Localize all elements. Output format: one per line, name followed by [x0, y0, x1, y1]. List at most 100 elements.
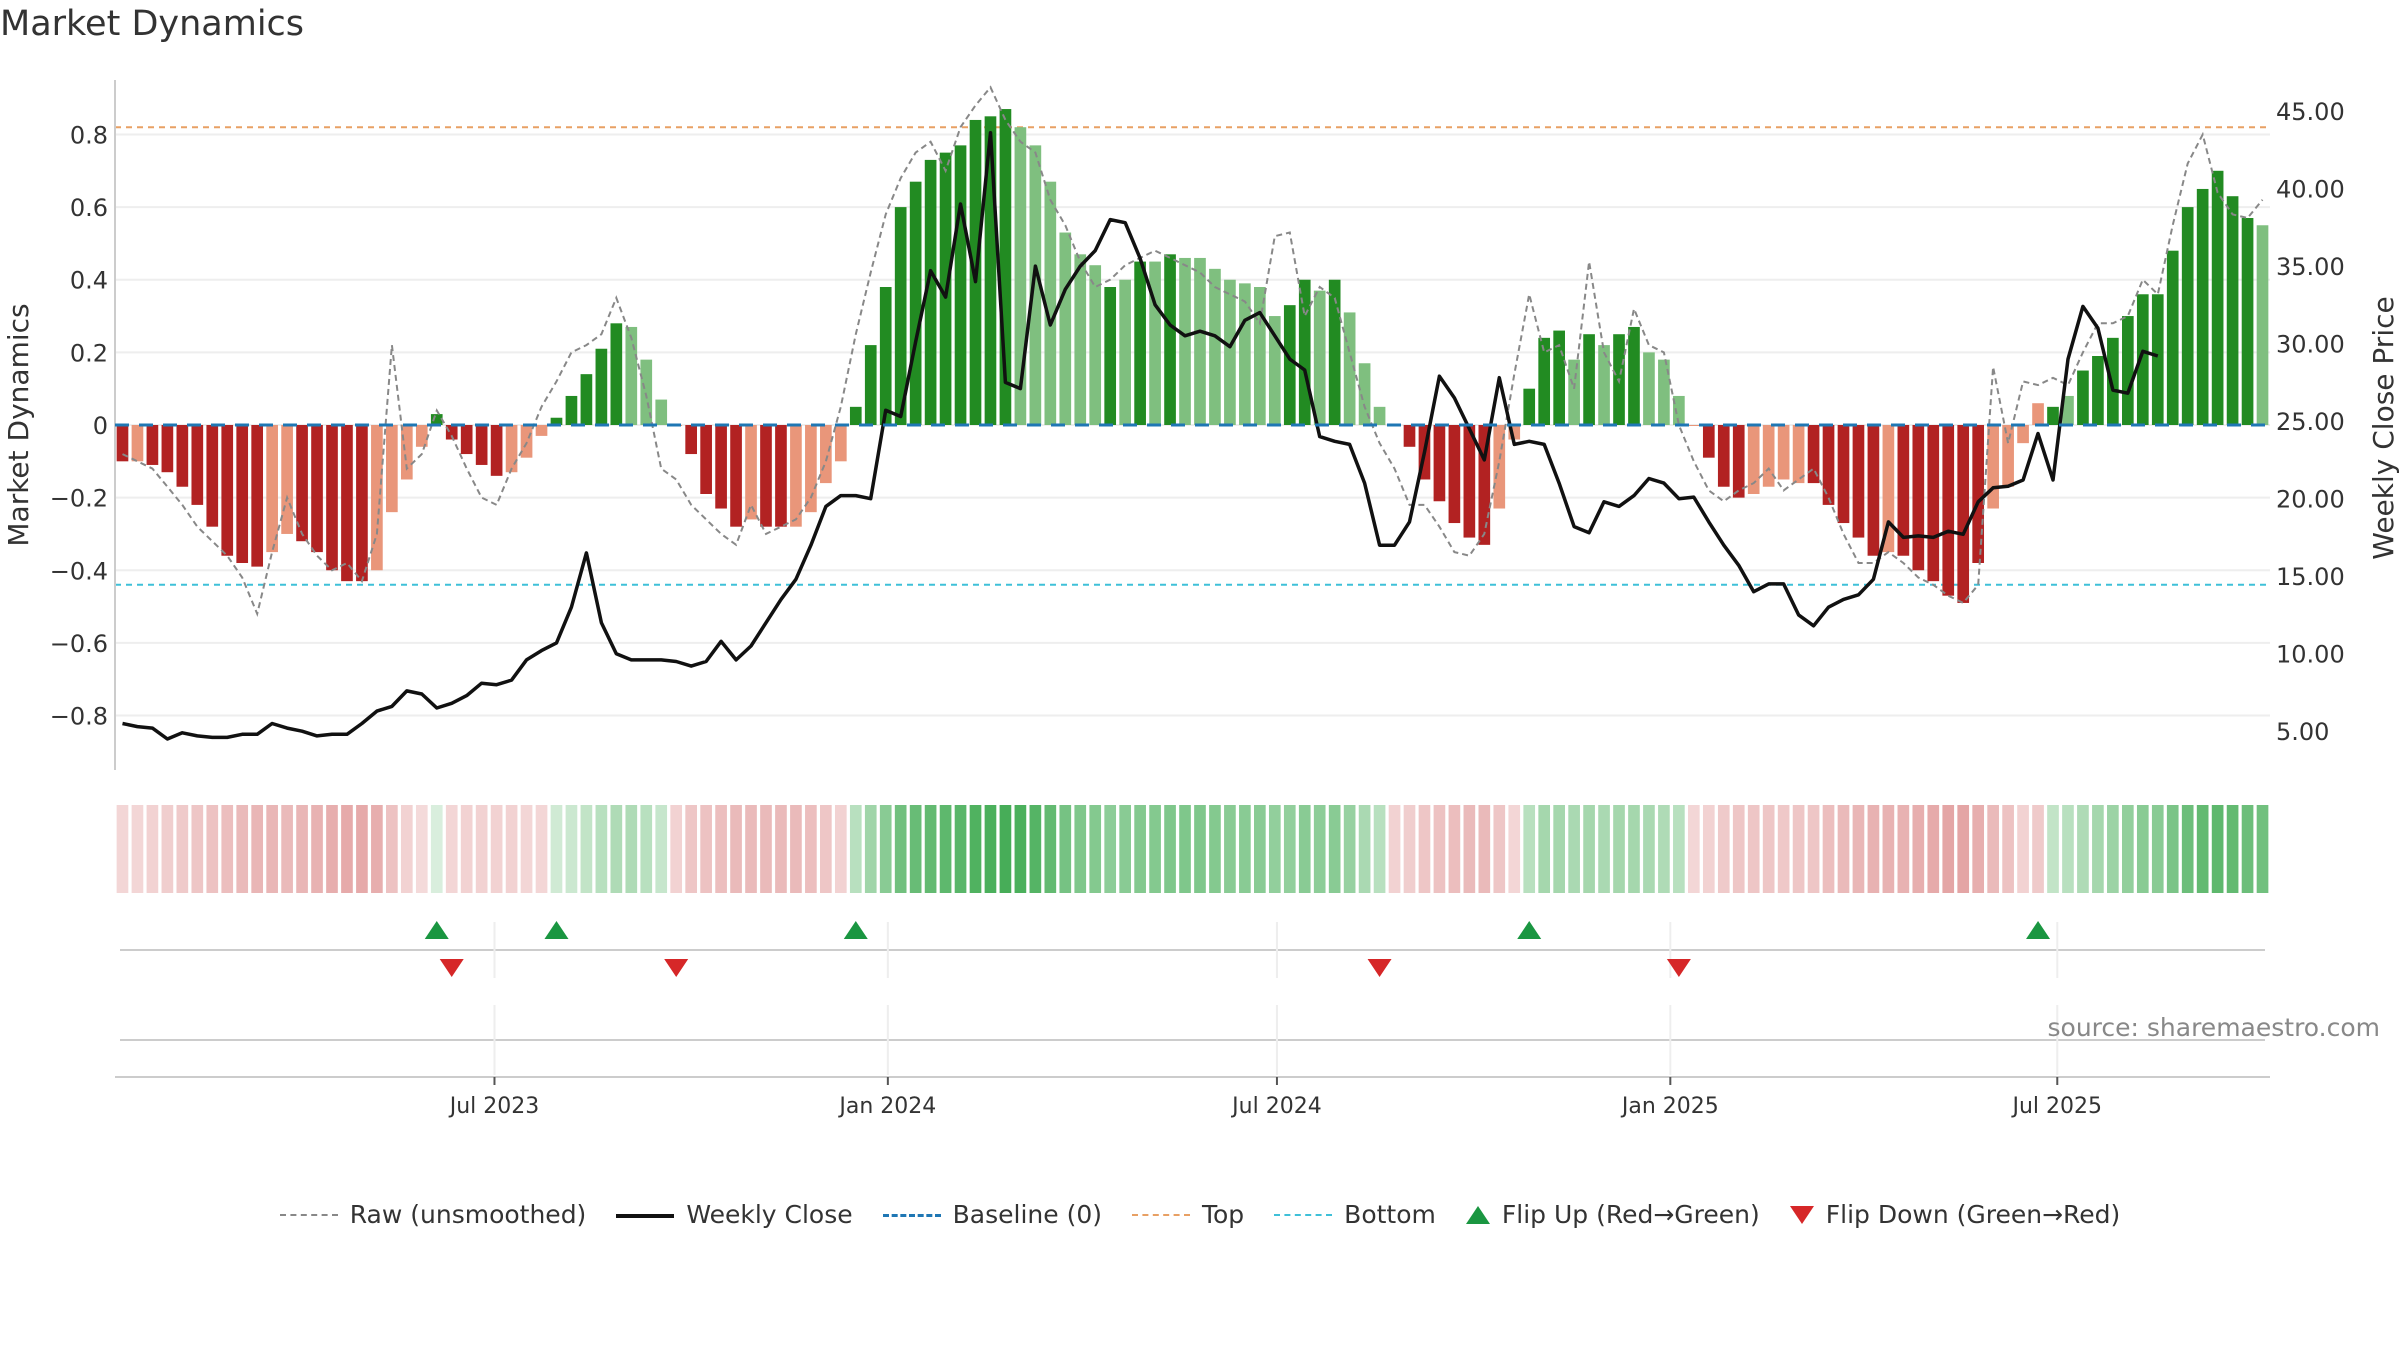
dynamics-bar [2241, 218, 2254, 425]
dynamics-bar [894, 207, 907, 425]
strip-cell [1298, 805, 1311, 893]
dynamics-bar [1313, 290, 1326, 425]
strip-cell [1732, 805, 1745, 893]
strip-cell [1792, 805, 1805, 893]
dynamics-bar [1777, 425, 1790, 480]
strip-cell [909, 805, 922, 893]
strip-cell [1673, 805, 1685, 893]
dynamics-bar [1328, 279, 1341, 425]
strip-cell [415, 805, 428, 893]
dynamics-bar [640, 359, 653, 425]
dynamics-bar [1688, 425, 1700, 426]
dynamics-bar [2002, 425, 2014, 487]
strip-cell [924, 805, 937, 893]
dynamics-bar [1717, 425, 1730, 487]
strip-cell [131, 805, 144, 893]
dynamics-bar [1119, 279, 1131, 425]
legend-label-flip-down: Flip Down (Green→Red) [1825, 1200, 2121, 1229]
dynamics-bar [206, 425, 219, 527]
strip-cell [1777, 805, 1790, 893]
left-tick-label: −0.8 [50, 703, 108, 731]
dynamics-bar [1089, 265, 1102, 425]
strip-cell [1179, 805, 1191, 893]
dynamics-bar [326, 425, 338, 571]
strip-cell [1613, 805, 1625, 893]
dynamics-bar [520, 425, 533, 458]
dynamics-bar [1942, 425, 1955, 596]
flip-down-marker [1367, 959, 1392, 977]
strip-cell [655, 805, 668, 893]
dynamics-bar [1358, 363, 1371, 425]
strip-cell [1224, 805, 1236, 893]
dynamics-bar [460, 425, 473, 455]
dynamics-bar [386, 425, 398, 513]
dynamics-bar [1732, 425, 1745, 498]
dynamics-bar [924, 159, 937, 426]
strip-cell [1463, 805, 1476, 893]
strip-cell [1598, 805, 1610, 893]
dynamics-bar [1014, 127, 1027, 426]
flip-up-marker [2026, 921, 2051, 939]
dynamics-bar [251, 425, 264, 567]
dynamics-bar [820, 425, 832, 484]
right-tick-label: 40.00 [2276, 176, 2345, 204]
strip-cell [1089, 805, 1102, 893]
dynamics-bar [715, 425, 727, 509]
strip-cell [595, 805, 608, 893]
strip-cell [984, 805, 997, 893]
dynamics-bar [1074, 254, 1087, 425]
strip-cell [999, 805, 1012, 893]
dynamics-bar [550, 417, 563, 425]
legend-item-flip-down: Flip Down (Green→Red) [1789, 1200, 2121, 1229]
strip-cell [371, 805, 383, 893]
dynamics-bar [1538, 337, 1551, 425]
dynamics-bar [879, 287, 892, 425]
dynamics-bar [1508, 425, 1521, 440]
strip-cell [1254, 805, 1266, 893]
strip-cell [2241, 805, 2254, 893]
close-line-icon [616, 1205, 675, 1225]
strip-cell [1074, 805, 1087, 893]
dynamics-bar [475, 425, 488, 465]
strip-cell [1194, 805, 1206, 893]
dynamics-bar [580, 374, 593, 425]
right-axis: 45.00 40.00 35.00 30.00 25.00 20.00 15.00 10.00… [2276, 98, 2400, 746]
strip-cell [1328, 805, 1341, 893]
strip-cell [1583, 805, 1595, 893]
strip-cell [1837, 805, 1850, 893]
dynamics-bar [535, 425, 548, 436]
dynamics-bar [2136, 294, 2149, 425]
dynamics-bar [176, 425, 189, 487]
dynamics-bar [415, 425, 428, 447]
strip-cell [2166, 805, 2179, 893]
x-tick-label: Jul 2025 [2011, 1094, 2103, 1119]
strip-cell [2136, 805, 2149, 893]
legend-item-bottom: Bottom [1274, 1200, 1436, 1229]
flip-down-marker [1666, 959, 1691, 977]
dynamics-bar [1283, 305, 1296, 425]
dynamics-bar [1044, 181, 1057, 425]
x-tick-label: Jul 2024 [1230, 1094, 1322, 1119]
strip-cell [1014, 805, 1027, 893]
dynamics-bar [1209, 268, 1221, 425]
dynamics-bar [356, 425, 368, 582]
close-series-line [122, 130, 2159, 741]
dynamics-bar [1837, 425, 1850, 524]
legend-label-top: Top [1201, 1200, 1245, 1229]
dynamics-bar [1478, 425, 1491, 545]
dynamics-bar [1523, 388, 1536, 425]
strip-cell [1104, 805, 1117, 893]
strip-cell [790, 805, 802, 893]
flip-up-marker [424, 921, 449, 939]
legend: Raw (unsmoothed) Weekly Close Baseline (… [0, 1200, 2400, 1229]
strip-cell [1897, 805, 1910, 893]
dynamics-bar [1164, 254, 1176, 425]
strip-cell [939, 805, 952, 893]
dynamics-bar [371, 425, 383, 571]
strip-cell [2226, 805, 2239, 893]
left-tick-label: −0.4 [50, 557, 108, 585]
dynamics-bar [2211, 170, 2224, 425]
legend-item-raw: Raw (unsmoothed) [279, 1200, 586, 1229]
strip-cell [2121, 805, 2134, 893]
